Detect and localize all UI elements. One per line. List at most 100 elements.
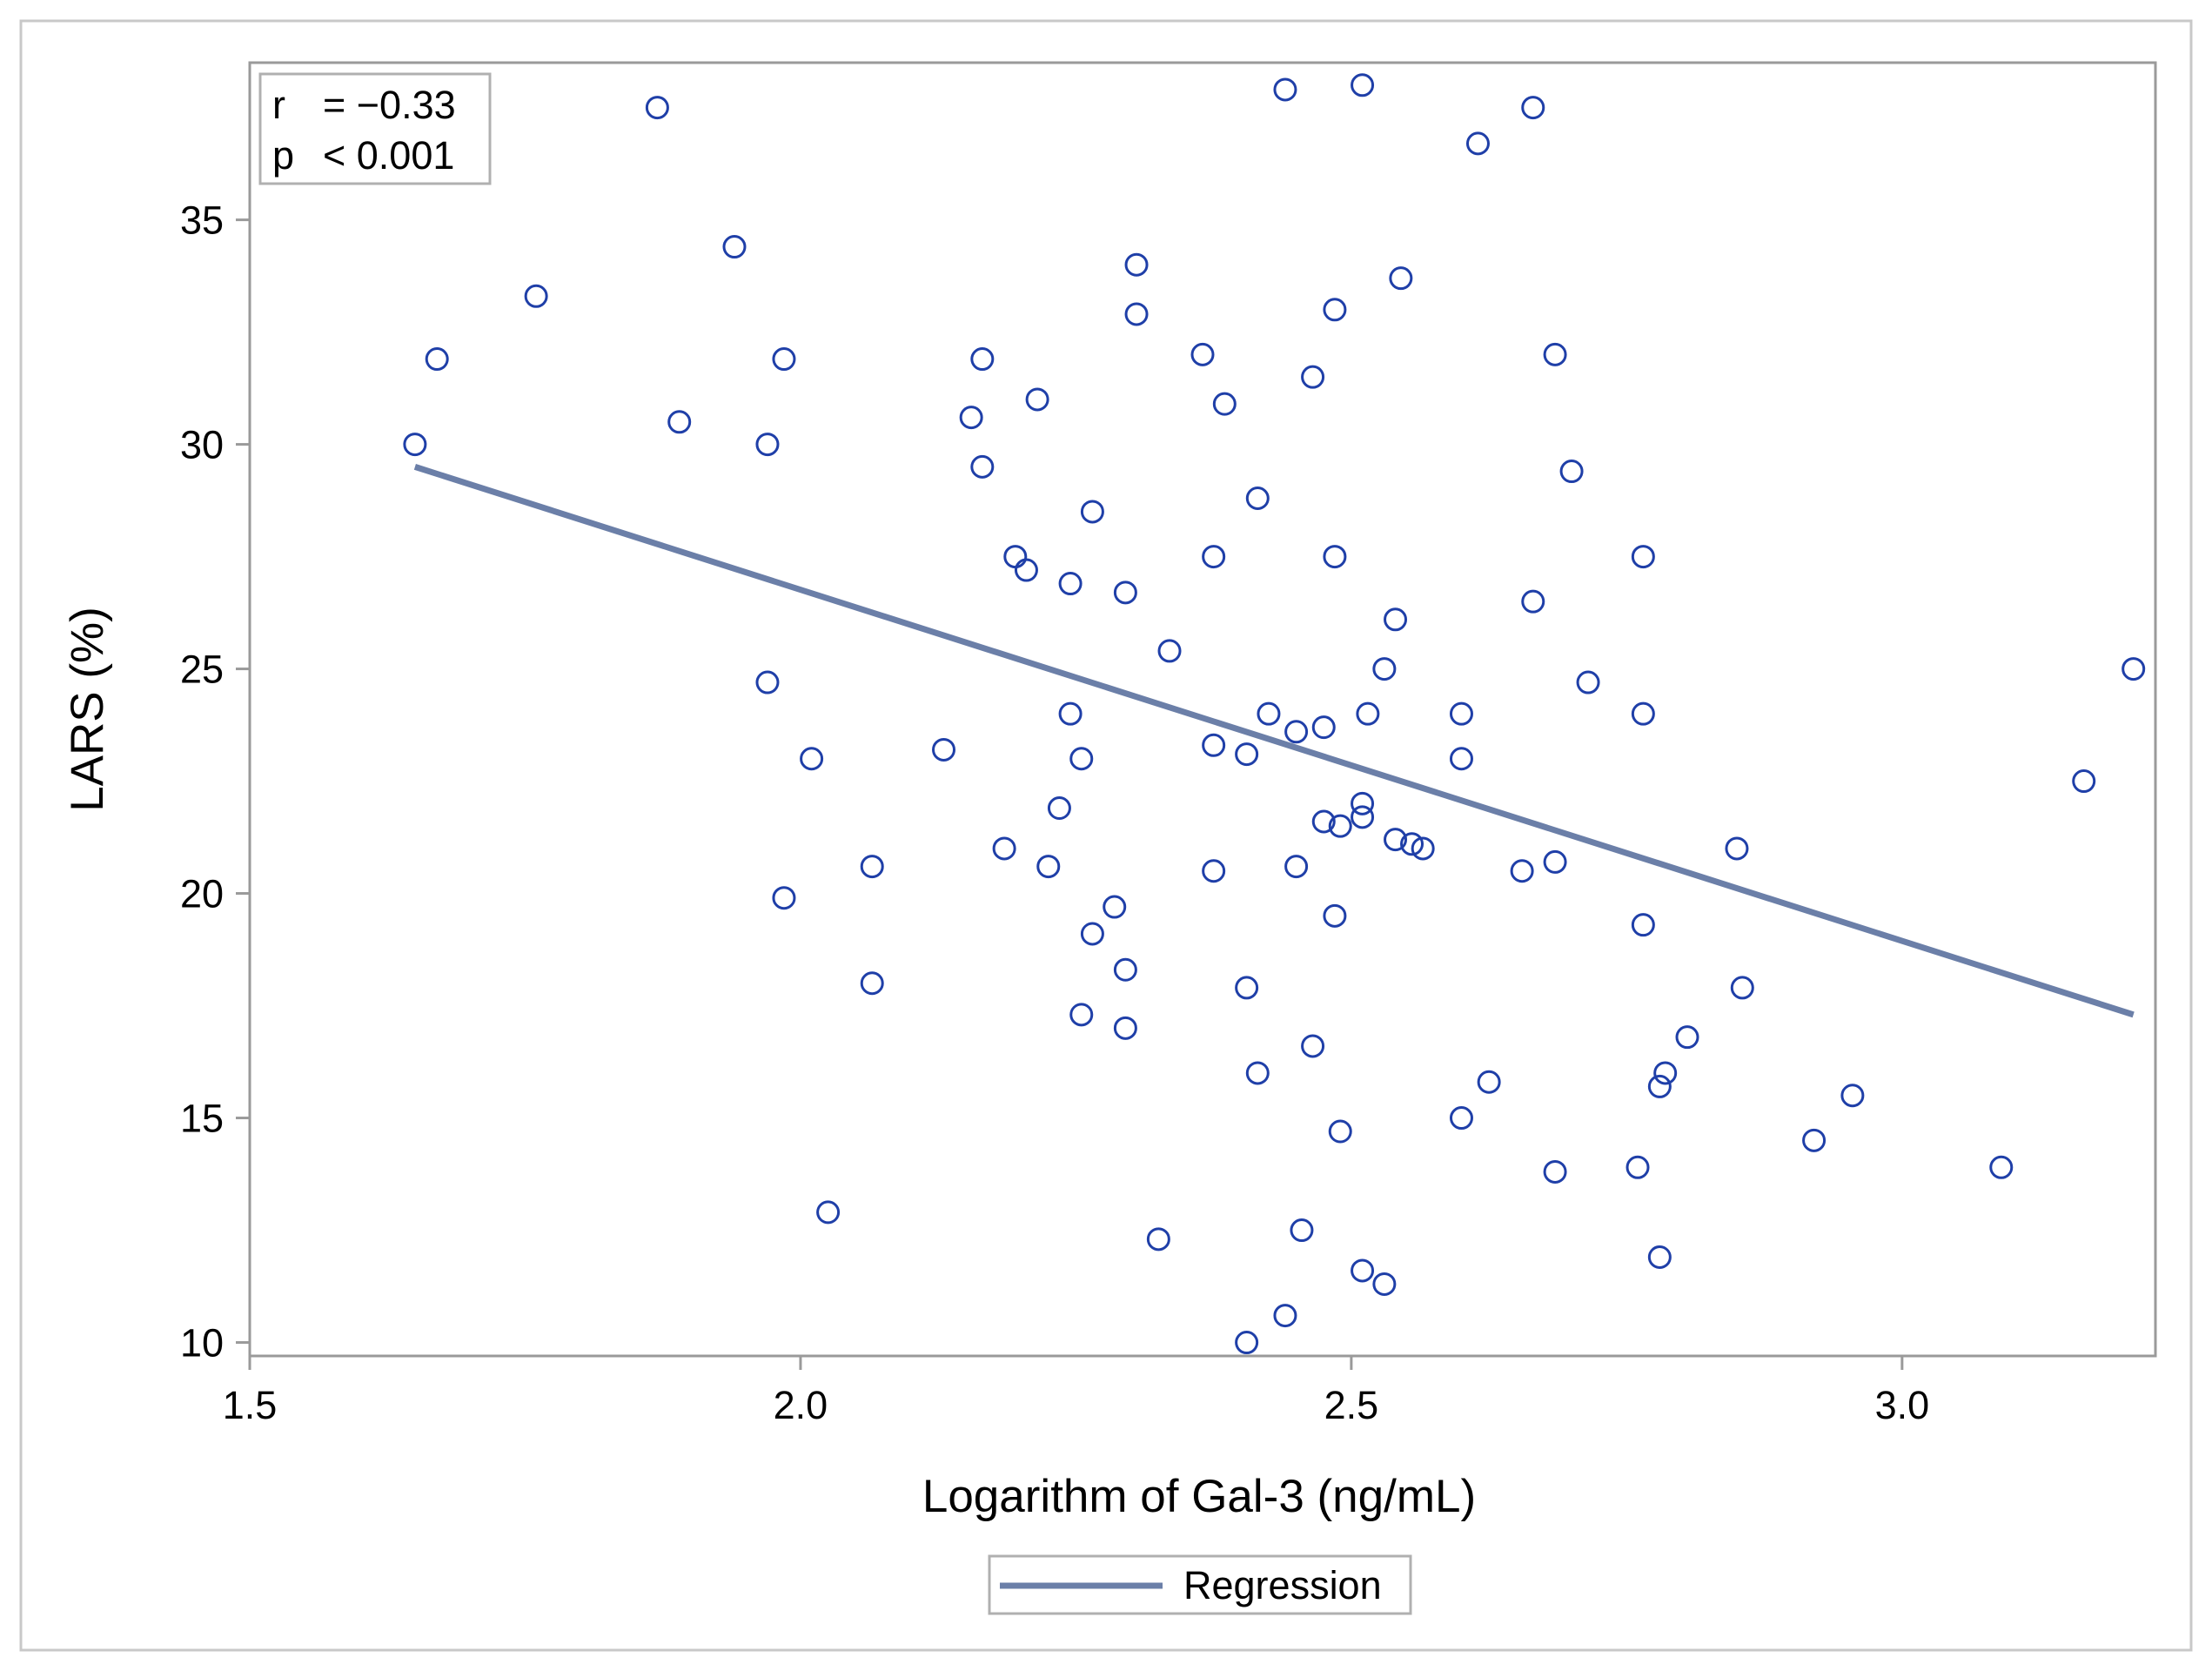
data-point (1372, 657, 1397, 681)
data-point (1675, 1025, 1699, 1050)
data-point (1025, 387, 1049, 412)
data-point (1245, 1061, 1270, 1085)
data-point (1449, 1106, 1473, 1131)
data-point (722, 235, 747, 259)
data-point (1235, 976, 1259, 1000)
data-point (1235, 742, 1259, 767)
data-point (1449, 747, 1473, 771)
y-tick-label: 10 (180, 1321, 224, 1366)
data-point (1311, 809, 1336, 834)
data-point (2072, 769, 2096, 794)
data-point (1411, 836, 1435, 861)
data-point (772, 886, 796, 910)
plot-frame (248, 61, 2157, 1358)
data-point (755, 433, 780, 457)
data-point (1257, 701, 1281, 726)
y-tick-label: 25 (180, 648, 224, 692)
data-point (1725, 836, 1749, 861)
x-tick-label: 1.5 (223, 1383, 278, 1427)
x-tick-label: 2.0 (774, 1383, 828, 1427)
data-point (1351, 73, 1375, 97)
data-point (1543, 342, 1567, 366)
data-point (1146, 1227, 1170, 1252)
scatter-points (403, 73, 2146, 1355)
data-point (1323, 903, 1347, 928)
data-point (425, 347, 449, 372)
data-point (1124, 302, 1149, 326)
stats-r-label: r (272, 83, 285, 127)
data-point (800, 747, 824, 771)
data-point (1351, 805, 1375, 829)
data-point (1157, 639, 1182, 663)
data-point (1543, 849, 1567, 874)
data-point (1576, 670, 1600, 695)
data-point (1245, 486, 1270, 510)
data-point (1301, 365, 1325, 389)
data-point (1989, 1155, 2014, 1179)
y-tick-label: 30 (180, 423, 224, 467)
data-point (1069, 1003, 1094, 1027)
data-point (1113, 957, 1137, 982)
data-point (1477, 1070, 1501, 1094)
data-point (1202, 545, 1226, 569)
x-tick-label: 3.0 (1875, 1383, 1930, 1427)
data-point (1058, 572, 1083, 596)
data-point (1284, 720, 1309, 744)
data-point (970, 347, 995, 372)
x-tick-label: 2.5 (1324, 1383, 1379, 1427)
data-point (1323, 298, 1347, 322)
data-point (932, 737, 956, 762)
data-point (1202, 859, 1226, 883)
data-point (1323, 545, 1347, 569)
data-point (1559, 460, 1584, 484)
data-point (1235, 1331, 1259, 1355)
data-point (1212, 392, 1237, 416)
data-point (1273, 1304, 1297, 1328)
data-point (1190, 342, 1215, 366)
data-point (1080, 922, 1104, 946)
data-point (1036, 855, 1061, 879)
stats-p-label: p (272, 133, 294, 178)
data-point (1290, 1218, 1314, 1243)
data-point (1730, 976, 1754, 1000)
data-point (1058, 701, 1083, 726)
y-tick-label: 35 (180, 198, 224, 243)
data-point (1124, 252, 1149, 277)
data-point (1653, 1061, 1678, 1085)
data-point (1014, 558, 1038, 582)
data-point (1465, 131, 1490, 156)
x-axis: 1.5 2.0 2.5 3.0 (223, 1356, 1929, 1427)
data-point (1069, 747, 1094, 771)
data-point (1449, 701, 1473, 726)
outer-frame (19, 19, 2193, 1652)
data-point (1202, 733, 1226, 757)
data-point (1328, 1119, 1352, 1144)
data-point (959, 406, 983, 430)
data-point (970, 454, 995, 479)
stats-r-value: = −0.33 (323, 83, 456, 127)
data-point (1328, 814, 1352, 838)
y-tick-label: 20 (180, 872, 224, 916)
data-point (403, 433, 427, 457)
data-point (1631, 701, 1655, 726)
data-point (772, 347, 796, 372)
data-point (1400, 832, 1424, 856)
data-point (1113, 580, 1137, 605)
data-point (1047, 796, 1071, 821)
data-point (1351, 791, 1375, 815)
y-axis: 10 15 20 25 30 35 (180, 198, 250, 1366)
data-point (1103, 895, 1127, 919)
data-point (860, 971, 884, 996)
regression-line (413, 464, 2135, 1018)
data-point (1301, 1034, 1325, 1058)
data-point (816, 1200, 841, 1225)
data-point (1384, 607, 1408, 632)
y-axis-title: LARS (%) (62, 607, 113, 812)
data-point (1840, 1084, 1865, 1108)
data-point (1384, 828, 1408, 852)
data-point (1351, 1258, 1375, 1283)
data-point (1080, 500, 1104, 524)
data-point (1356, 701, 1380, 726)
data-point (1311, 715, 1336, 740)
